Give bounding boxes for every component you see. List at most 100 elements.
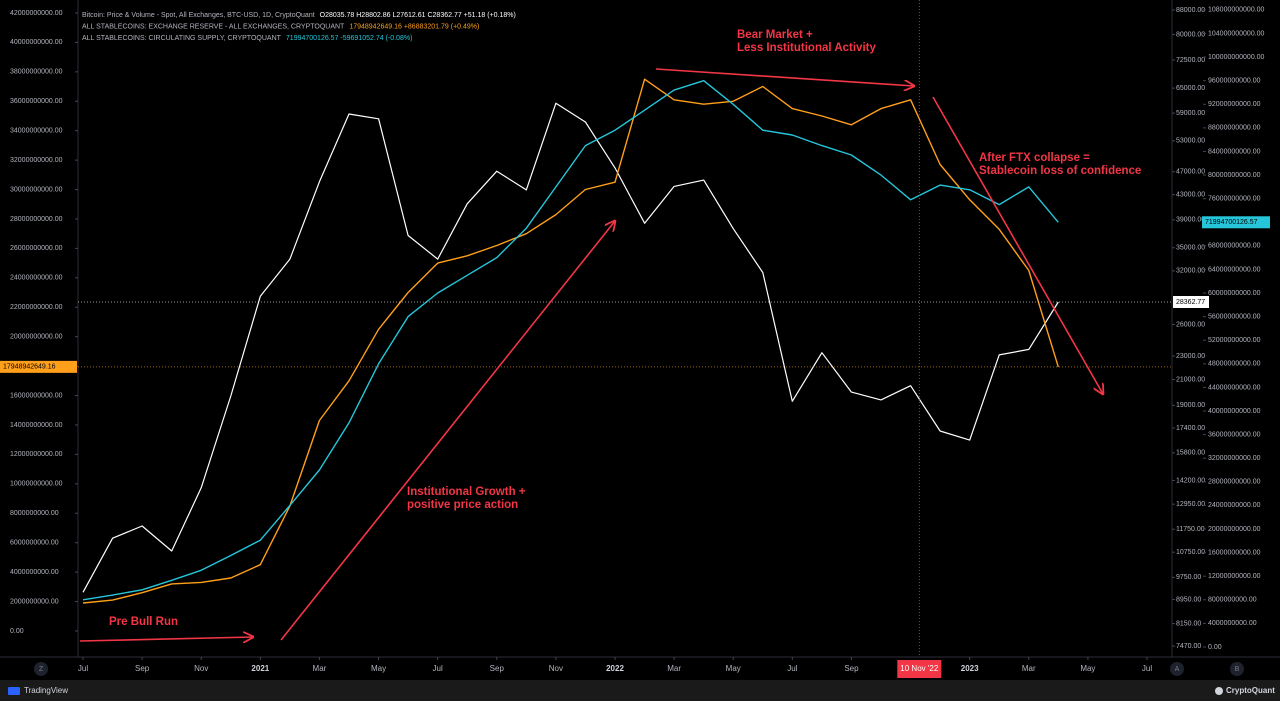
y3-tick-label: 32000000000.00 bbox=[1208, 455, 1261, 462]
y3-tick-label: 104000000000.00 bbox=[1208, 30, 1265, 37]
x-tick-label: Mar bbox=[1022, 664, 1036, 673]
x-tick-label: Sep bbox=[844, 664, 859, 673]
arrow bbox=[932, 96, 1103, 394]
axes: 0.00 2000000000.00 4000000000.00 6000000000… bbox=[10, 7, 1265, 673]
y2-tick-label: 47000.00 bbox=[1176, 169, 1205, 176]
y3-tick-label: 108000000000.00 bbox=[1208, 7, 1265, 14]
x-tick-label: May bbox=[726, 664, 741, 673]
y3-tick-label: 100000000000.00 bbox=[1208, 54, 1265, 61]
y2-tick-label: 7470.00 bbox=[1176, 643, 1201, 650]
arrow bbox=[655, 68, 914, 86]
y2-tick-label: 23000.00 bbox=[1176, 353, 1205, 360]
y2-tick-label: 9750.00 bbox=[1176, 574, 1201, 581]
y2-tick-label: 65000.00 bbox=[1176, 85, 1205, 92]
y3-tick-label: 96000000000.00 bbox=[1208, 78, 1261, 85]
y3-tick-label: 16000000000.00 bbox=[1208, 549, 1261, 556]
arrow bbox=[79, 637, 253, 641]
y2-tick-label: 88000.00 bbox=[1176, 7, 1205, 14]
y2-tick-label: 17400.00 bbox=[1176, 425, 1205, 432]
y2-tick-label: 8950.00 bbox=[1176, 596, 1201, 603]
y-tick-label: 34000000000.00 bbox=[10, 128, 63, 135]
scale-button[interactable] bbox=[1170, 662, 1184, 676]
y-tick-label: 26000000000.00 bbox=[10, 245, 63, 252]
brand-right: CryptoQuant bbox=[1226, 686, 1275, 695]
series-line bbox=[82, 102, 1059, 593]
y3-tick-label: 52000000000.00 bbox=[1208, 337, 1261, 344]
x-tick-label: Jul bbox=[78, 664, 88, 673]
y-tick-label: 20000000000.00 bbox=[10, 334, 63, 341]
brand-left: TradingView bbox=[24, 686, 68, 695]
series-line bbox=[82, 80, 1059, 601]
y-tick-label: 2000000000.00 bbox=[10, 598, 59, 605]
x-tick-label: Jul bbox=[787, 664, 797, 673]
scale-button-label[interactable]: B bbox=[1235, 666, 1240, 673]
y-tick-label: 4000000000.00 bbox=[10, 569, 59, 576]
y2-tick-label: 21000.00 bbox=[1176, 376, 1205, 383]
scale-button[interactable] bbox=[34, 662, 48, 676]
scale-button-label[interactable]: A bbox=[1175, 666, 1180, 673]
y2-tick-label: 53000.00 bbox=[1176, 138, 1205, 145]
y-tick-label: 32000000000.00 bbox=[10, 157, 63, 164]
y3-tick-label: 48000000000.00 bbox=[1208, 361, 1261, 368]
y2-tick-label: 39000.00 bbox=[1176, 217, 1205, 224]
y-tick-label: 28000000000.00 bbox=[10, 216, 63, 223]
y2-tick-label: 10750.00 bbox=[1176, 549, 1205, 556]
y3-tick-label: 88000000000.00 bbox=[1208, 125, 1261, 132]
scale-button-label[interactable]: Z bbox=[39, 666, 44, 673]
y3-tick-label: 36000000000.00 bbox=[1208, 431, 1261, 438]
x-tick-label: Sep bbox=[135, 664, 150, 673]
y3-tick-label: 60000000000.00 bbox=[1208, 290, 1261, 297]
y3-tick-label: 12000000000.00 bbox=[1208, 573, 1261, 580]
x-tick-label: 2021 bbox=[251, 664, 269, 673]
last-value-label: 71994700126.57 bbox=[1205, 219, 1258, 226]
overlay: 10 Nov '22 28362.77 17948942649.16 71994700… bbox=[0, 12, 1270, 678]
y-tick-label: 16000000000.00 bbox=[10, 392, 63, 399]
y3-tick-label: 8000000000.00 bbox=[1208, 597, 1257, 604]
x-tick-label: May bbox=[371, 664, 386, 673]
legend-stats: 71994700126.57 -59691052.74 (-0.08%) bbox=[286, 35, 413, 42]
x-tick-label: May bbox=[1080, 664, 1095, 673]
x-tick-label: Jul bbox=[1142, 664, 1152, 673]
x-tick-label: Sep bbox=[490, 664, 505, 673]
last-value-label: 28362.77 bbox=[1176, 299, 1205, 306]
series-layer bbox=[78, 0, 1172, 657]
y-tick-label: 10000000000.00 bbox=[10, 481, 63, 488]
y-tick-label: 40000000000.00 bbox=[10, 39, 63, 46]
crosshair-label: 10 Nov '22 bbox=[900, 664, 939, 673]
y-tick-label: 12000000000.00 bbox=[10, 451, 63, 458]
last-value-label: 17948942649.16 bbox=[3, 364, 56, 371]
y2-tick-label: 8150.00 bbox=[1176, 620, 1201, 627]
y3-tick-label: 24000000000.00 bbox=[1208, 502, 1261, 509]
y2-tick-label: 15800.00 bbox=[1176, 450, 1205, 457]
annotation: Less Institutional Activity bbox=[737, 42, 876, 54]
y2-tick-label: 12950.00 bbox=[1176, 501, 1205, 508]
y3-tick-label: 84000000000.00 bbox=[1208, 148, 1261, 155]
y2-tick-label: 59000.00 bbox=[1176, 110, 1205, 117]
bottom-bar bbox=[0, 680, 1280, 701]
x-tick-label: Mar bbox=[667, 664, 681, 673]
y-tick-label: 6000000000.00 bbox=[10, 540, 59, 547]
y2-tick-label: 72500.00 bbox=[1176, 57, 1205, 64]
y2-tick-label: 26000.00 bbox=[1176, 321, 1205, 328]
y2-tick-label: 43000.00 bbox=[1176, 192, 1205, 199]
legend-name[interactable]: ALL STABLECOINS: CIRCULATING SUPPLY, CRY… bbox=[82, 35, 282, 42]
legend-stats: O28035.78 H28802.86 L27612.61 C28362.77 … bbox=[320, 12, 516, 19]
arrows bbox=[79, 68, 1103, 641]
y3-tick-label: 56000000000.00 bbox=[1208, 313, 1261, 320]
scale-button[interactable] bbox=[1230, 662, 1244, 676]
x-tick-label: Nov bbox=[194, 664, 208, 673]
y3-tick-label: 68000000000.00 bbox=[1208, 243, 1261, 250]
cryptoquant-logo bbox=[1215, 687, 1223, 695]
y2-tick-label: 14200.00 bbox=[1176, 477, 1205, 484]
y-tick-label: 8000000000.00 bbox=[10, 510, 59, 517]
y3-tick-label: 0.00 bbox=[1208, 644, 1222, 651]
y-tick-label: 30000000000.00 bbox=[10, 186, 63, 193]
y2-tick-label: 32000.00 bbox=[1176, 268, 1205, 275]
legend-name[interactable]: Bitcoin: Price & Volume - Spot, All Exch… bbox=[82, 12, 315, 19]
last-value-box bbox=[1202, 216, 1270, 229]
legend-name[interactable]: ALL STABLECOINS: EXCHANGE RESERVE - ALL … bbox=[82, 23, 345, 30]
x-tick-label: 2022 bbox=[606, 664, 624, 673]
x-tick-label: Nov bbox=[549, 664, 563, 673]
arrow bbox=[280, 221, 615, 641]
x-tick-label: 2023 bbox=[961, 664, 979, 673]
